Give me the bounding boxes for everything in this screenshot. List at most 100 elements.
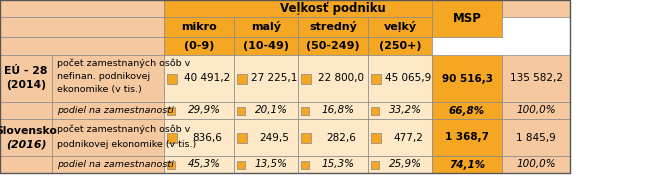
Text: 22 800,0: 22 800,0 <box>318 74 364 83</box>
Text: (2014): (2014) <box>6 81 46 91</box>
Bar <box>502 102 570 119</box>
Bar <box>0 119 52 156</box>
Bar <box>164 102 234 119</box>
Bar <box>502 0 570 17</box>
Text: 25,9%: 25,9% <box>388 159 421 170</box>
Bar <box>52 102 164 119</box>
Bar <box>301 107 309 115</box>
Bar <box>52 119 164 156</box>
Bar <box>52 55 164 102</box>
Bar <box>167 132 177 142</box>
Bar <box>298 102 368 119</box>
Text: nefinan. podnikovej: nefinan. podnikovej <box>57 72 150 81</box>
Text: (10-49): (10-49) <box>243 41 289 51</box>
Bar <box>432 156 502 173</box>
Text: podiel na zamestnanosti: podiel na zamestnanosti <box>57 106 174 115</box>
Bar <box>0 102 52 119</box>
Text: 27 225,1: 27 225,1 <box>251 74 297 83</box>
Text: 282,6: 282,6 <box>326 132 356 142</box>
Bar <box>237 132 247 142</box>
Bar <box>0 17 164 37</box>
Text: 836,6: 836,6 <box>192 132 222 142</box>
Text: EÚ - 28: EÚ - 28 <box>5 67 48 76</box>
Bar <box>298 37 368 55</box>
Text: počet zamestnaných osôb v: počet zamestnaných osôb v <box>57 58 191 68</box>
Bar <box>164 55 234 102</box>
Bar <box>164 37 234 55</box>
Text: Veļkosť podniku: Veļkosť podniku <box>280 2 386 15</box>
Bar <box>301 74 311 83</box>
Bar <box>368 156 432 173</box>
Bar <box>298 156 368 173</box>
Text: 40 491,2: 40 491,2 <box>184 74 230 83</box>
Bar <box>502 119 570 156</box>
Bar <box>0 55 52 102</box>
Bar <box>502 156 570 173</box>
Bar <box>502 55 570 102</box>
Bar <box>0 0 164 17</box>
Bar <box>234 119 298 156</box>
Text: 45 065,9: 45 065,9 <box>385 74 431 83</box>
Bar <box>368 55 432 102</box>
Text: 66,8%: 66,8% <box>449 105 485 115</box>
Bar <box>301 161 309 168</box>
Text: 1 368,7: 1 368,7 <box>445 132 489 142</box>
Text: 20,1%: 20,1% <box>255 105 287 115</box>
Bar <box>167 74 177 83</box>
Text: (250+): (250+) <box>379 41 421 51</box>
Text: 29,9%: 29,9% <box>187 105 220 115</box>
Bar <box>432 119 502 156</box>
Bar <box>371 74 381 83</box>
Bar <box>164 17 234 37</box>
Bar <box>164 0 502 17</box>
Bar <box>52 156 164 173</box>
Bar <box>432 55 502 102</box>
Bar <box>234 102 298 119</box>
Bar <box>234 17 298 37</box>
Bar <box>164 156 234 173</box>
Text: podnikovej ekonomike (v tis.): podnikovej ekonomike (v tis.) <box>57 140 196 149</box>
Text: 15,3%: 15,3% <box>322 159 355 170</box>
Bar <box>301 132 311 142</box>
Bar <box>237 107 245 115</box>
Bar <box>0 0 570 173</box>
Bar <box>298 55 368 102</box>
Text: veļký: veļký <box>384 21 417 33</box>
Bar <box>298 119 368 156</box>
Text: MSP: MSP <box>453 11 481 25</box>
Bar <box>0 156 52 173</box>
Text: Slovensko: Slovensko <box>0 127 57 137</box>
Text: 13,5%: 13,5% <box>255 159 287 170</box>
Bar <box>234 55 298 102</box>
Text: 74,1%: 74,1% <box>449 159 485 170</box>
Text: 45,3%: 45,3% <box>187 159 220 170</box>
Bar <box>368 37 432 55</box>
Bar <box>167 107 175 115</box>
Text: 100,0%: 100,0% <box>516 105 556 115</box>
Text: (0-9): (0-9) <box>184 41 214 51</box>
Text: 100,0%: 100,0% <box>516 159 556 170</box>
Bar <box>371 132 381 142</box>
Text: 249,5: 249,5 <box>259 132 289 142</box>
Bar <box>167 161 175 168</box>
Text: 477,2: 477,2 <box>393 132 423 142</box>
Text: 90 516,3: 90 516,3 <box>441 74 492 83</box>
Text: 1 845,9: 1 845,9 <box>516 132 556 142</box>
Text: ekonomike (v tis.): ekonomike (v tis.) <box>57 85 142 94</box>
Text: podiel na zamestnanosti: podiel na zamestnanosti <box>57 160 174 169</box>
Bar <box>371 161 379 168</box>
Text: (50-249): (50-249) <box>306 41 360 51</box>
Text: 135 582,2: 135 582,2 <box>510 74 563 83</box>
Bar <box>368 17 432 37</box>
Text: malý: malý <box>251 21 281 33</box>
Bar <box>164 119 234 156</box>
Text: stredný: stredný <box>309 21 357 33</box>
Bar <box>234 37 298 55</box>
Bar <box>0 37 164 55</box>
Bar <box>368 102 432 119</box>
Bar <box>368 119 432 156</box>
Text: (2016): (2016) <box>6 139 47 149</box>
Bar <box>237 161 245 168</box>
Text: mikro: mikro <box>181 22 217 32</box>
Text: počet zamestnaných osôb v: počet zamestnaných osôb v <box>57 125 191 134</box>
